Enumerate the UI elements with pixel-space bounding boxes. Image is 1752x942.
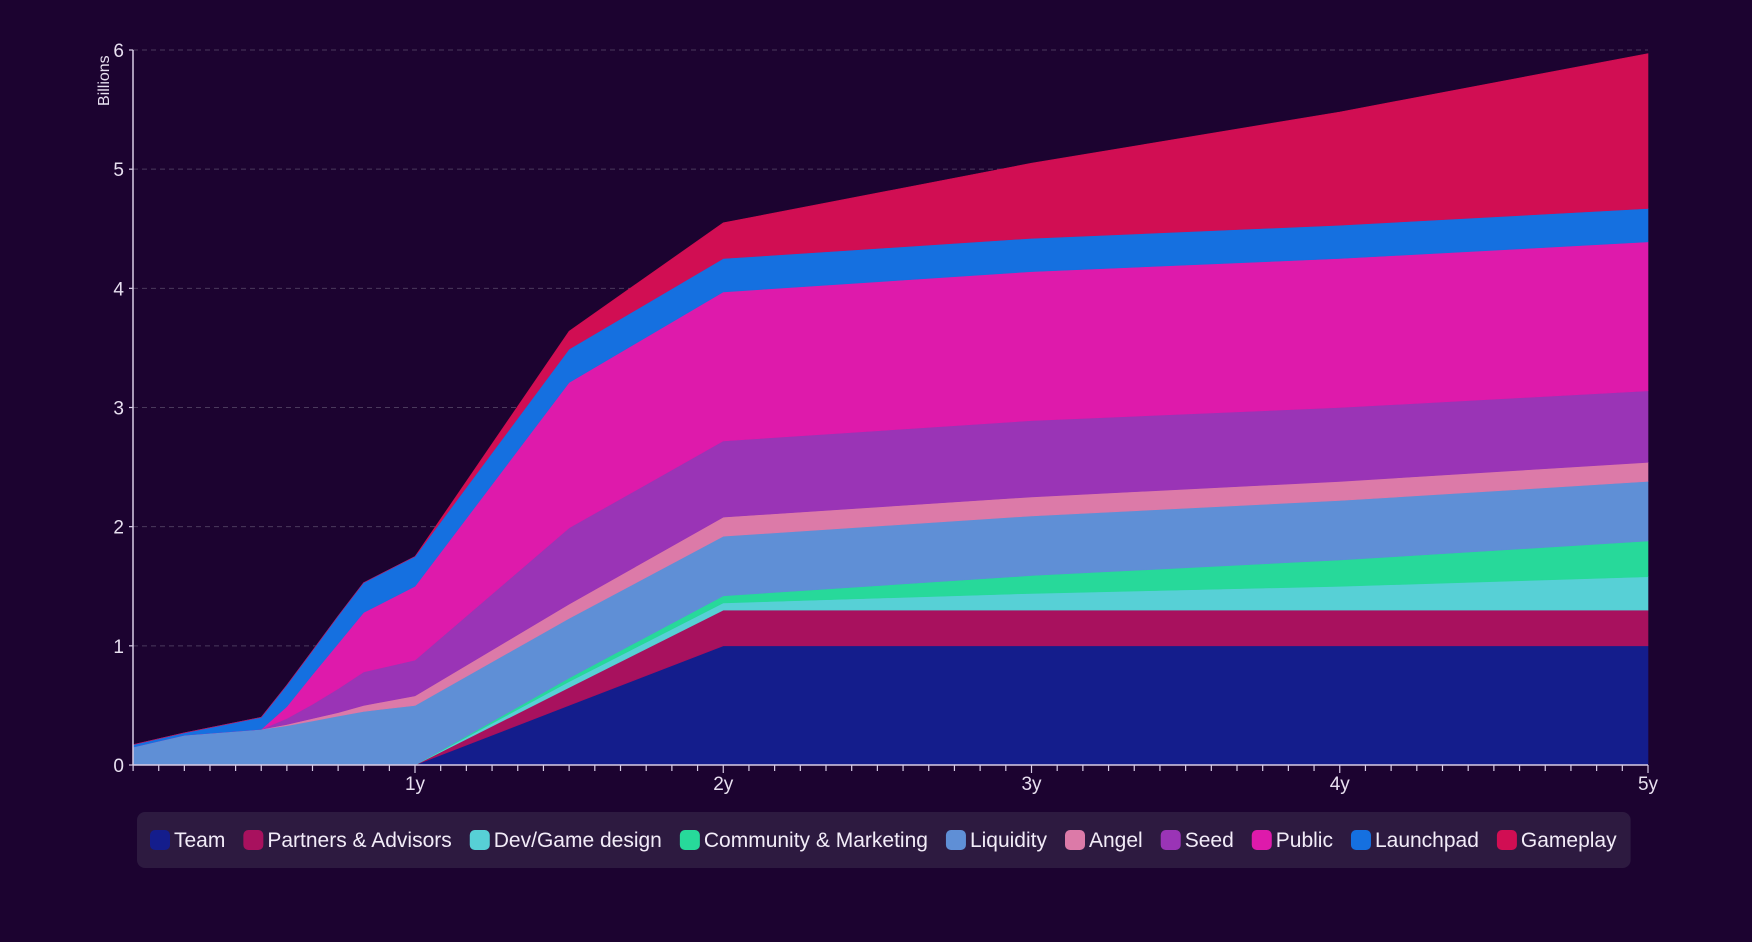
legend-label: Community & Marketing [704,829,928,852]
legend-item: Team [150,829,225,852]
legend-item: Launchpad [1350,829,1479,852]
y-axis-title: Billions [96,55,113,106]
legend-item: Partners & Advisors [243,829,452,852]
legend-swatch [1350,830,1371,850]
legend-swatch [243,830,264,850]
legend-swatch [469,830,490,850]
legend-item: Community & Marketing [679,829,928,852]
series-areas [132,53,1649,766]
legend-label: Dev/Game design [494,829,662,852]
legend-item: Gameplay [1496,829,1617,852]
legend-item: Public [1251,829,1333,852]
legend-label: Gameplay [1521,829,1617,852]
x-tick-label: 1y [405,774,426,795]
x-tick-label: 3y [1021,774,1042,795]
legend-swatch [679,830,700,850]
area-gameplay [132,53,1649,745]
x-tick-label: 5y [1638,774,1659,795]
legend-label: Public [1276,829,1333,852]
legend-label: Angel [1089,829,1143,852]
y-tick-label: 6 [113,41,124,62]
legend-swatch [1251,830,1272,850]
legend-item: Dev/Game design [469,829,662,852]
legend-label: Launchpad [1375,829,1479,852]
ticks: 0 1 2 3 4 5 6 1y 2y 3y 4y 5y [113,41,1658,795]
y-tick-label: 5 [113,160,124,181]
legend-swatch [945,830,966,850]
legend-item: Angel [1065,829,1143,852]
y-tick-label: 0 [113,756,124,777]
legend-label: Liquidity [970,829,1048,852]
legend-label: Partners & Advisors [267,829,451,852]
y-tick-label: 3 [113,399,124,420]
legend-item: Seed [1160,829,1234,852]
legend-items: Team Partners & Advisors Dev/Game design Co… [150,829,1617,852]
x-tick-label: 4y [1330,774,1351,795]
legend-label: Team [174,829,225,852]
legend-swatch [1496,830,1517,850]
legend-label: Seed [1185,829,1234,852]
legend-item: Liquidity [945,829,1048,852]
legend-background [137,812,1631,868]
y-tick-label: 2 [113,518,124,539]
legend: Team Partners & Advisors Dev/Game design Co… [137,812,1631,868]
y-tick-label: 1 [113,637,124,658]
legend-swatch [150,830,170,850]
legend-swatch [1065,830,1085,850]
legend-swatch [1160,830,1181,850]
y-tick-label: 4 [113,279,124,300]
x-tick-label: 2y [713,774,734,795]
